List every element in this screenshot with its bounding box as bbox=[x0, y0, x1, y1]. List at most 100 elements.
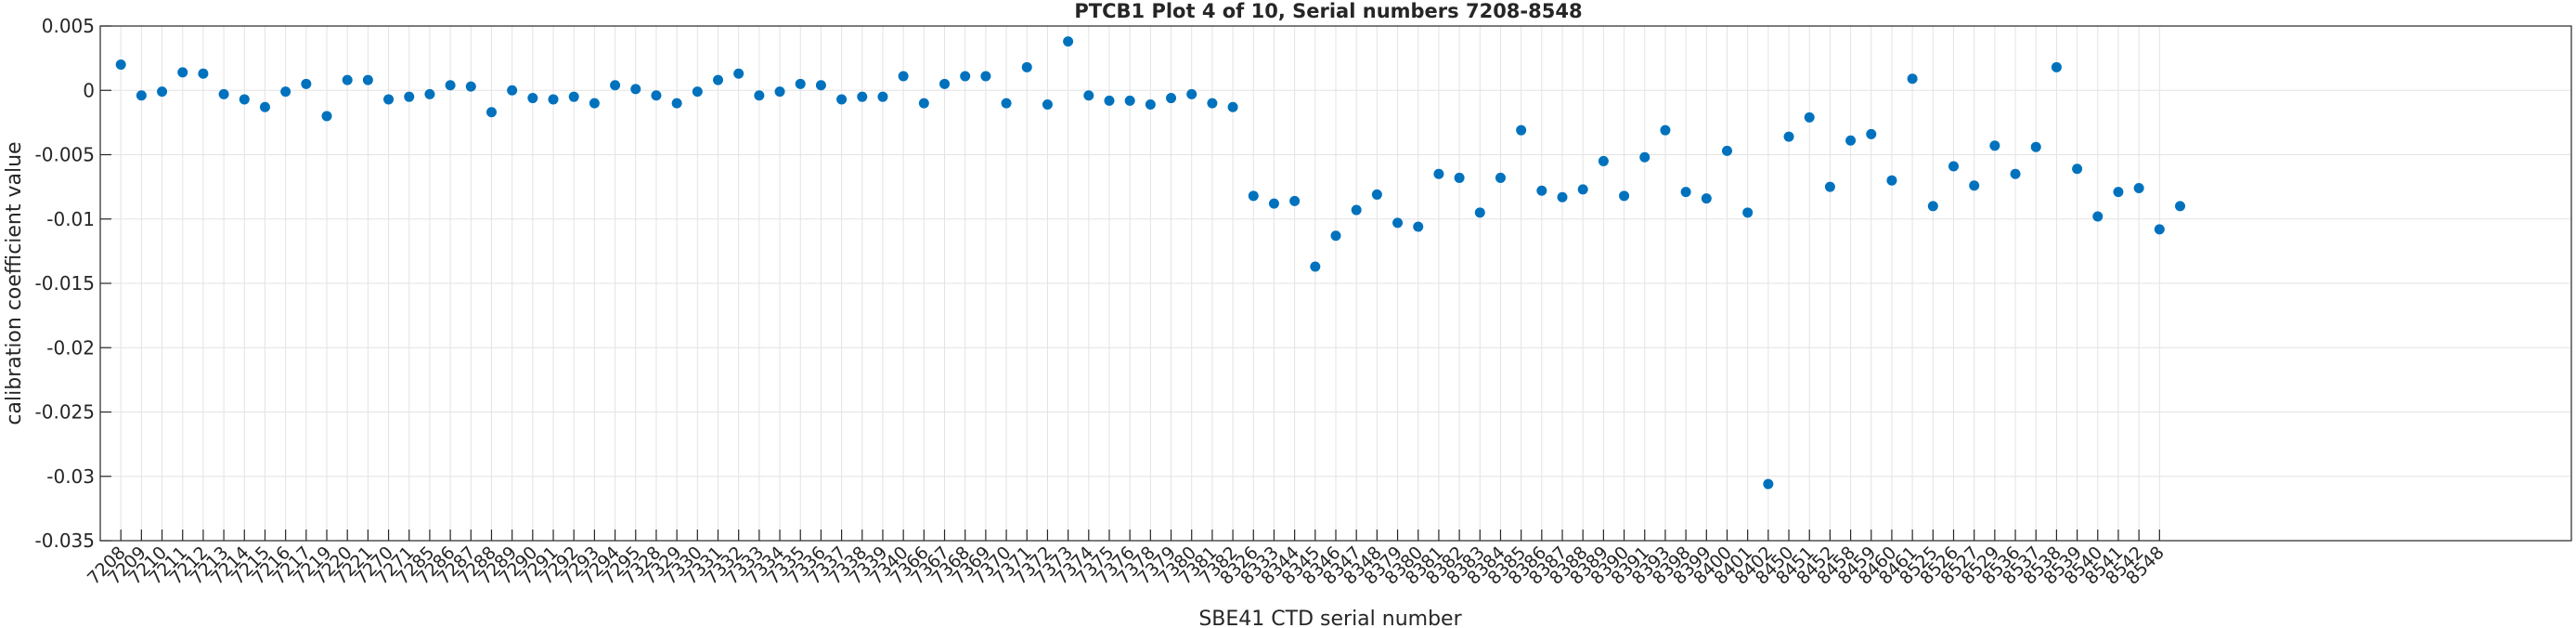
data-point bbox=[1948, 161, 1959, 172]
data-point bbox=[1166, 93, 1177, 104]
data-point bbox=[1557, 191, 1568, 203]
data-point bbox=[1454, 172, 1465, 183]
data-point bbox=[1804, 111, 1815, 123]
data-point bbox=[404, 91, 415, 102]
data-point bbox=[362, 74, 373, 85]
data-point bbox=[301, 78, 312, 89]
data-point bbox=[1289, 195, 1301, 206]
y-axis-ticks: 0.005 0 -0.005 -0.01 -0.015 -0.02 -0.025 -0.03 -… bbox=[35, 15, 111, 552]
y-tick-label: -0.005 bbox=[35, 144, 95, 166]
data-point bbox=[774, 86, 785, 98]
data-point bbox=[1248, 190, 1259, 202]
data-point bbox=[1536, 185, 1547, 196]
data-point bbox=[239, 94, 250, 105]
data-point bbox=[1845, 135, 1857, 146]
data-point bbox=[1351, 204, 1362, 216]
data-point bbox=[2072, 164, 2083, 175]
x-axis-label: SBE41 CTD serial number bbox=[1198, 608, 1462, 628]
y-tick-label: -0.02 bbox=[46, 336, 95, 359]
data-point bbox=[1721, 145, 1732, 156]
data-point bbox=[424, 88, 435, 99]
data-point bbox=[1227, 101, 1238, 112]
data-point bbox=[1701, 193, 1712, 204]
data-point bbox=[630, 84, 641, 95]
data-point bbox=[1392, 217, 1404, 229]
data-point bbox=[1186, 88, 1197, 99]
data-point bbox=[568, 91, 579, 102]
data-point bbox=[1639, 151, 1650, 163]
y-tick-label: 0 bbox=[83, 79, 95, 101]
data-point bbox=[177, 67, 188, 78]
data-point bbox=[259, 101, 270, 112]
data-point bbox=[1680, 187, 1691, 198]
y-tick-label: -0.015 bbox=[35, 272, 95, 294]
y-axis-label: calibration coefficient value bbox=[3, 141, 26, 425]
data-point bbox=[733, 68, 744, 79]
data-point bbox=[918, 98, 929, 109]
data-point bbox=[1516, 124, 1527, 136]
data-point bbox=[1063, 36, 1074, 47]
data-points bbox=[115, 36, 2186, 490]
data-point bbox=[2113, 187, 2124, 198]
y-tick-label: -0.035 bbox=[35, 530, 95, 552]
data-point bbox=[136, 90, 147, 101]
data-point bbox=[445, 80, 456, 91]
data-point bbox=[671, 98, 682, 109]
data-point bbox=[1001, 98, 1012, 109]
axes-box bbox=[99, 25, 2572, 542]
data-point bbox=[713, 74, 723, 85]
y-tick-label: -0.025 bbox=[35, 401, 95, 424]
data-point bbox=[1763, 478, 1774, 490]
data-point bbox=[2175, 201, 2186, 212]
data-point bbox=[1866, 128, 1877, 139]
data-point bbox=[1660, 124, 1671, 136]
data-point bbox=[1021, 61, 1032, 72]
y-tick-label: 0.005 bbox=[42, 15, 95, 37]
data-point bbox=[548, 94, 559, 105]
data-point bbox=[795, 78, 806, 89]
data-point bbox=[877, 91, 888, 102]
data-point bbox=[1927, 201, 1938, 212]
data-point bbox=[2092, 211, 2104, 222]
data-point bbox=[2154, 224, 2165, 235]
data-point bbox=[754, 90, 765, 101]
data-point bbox=[1783, 131, 1794, 142]
data-point bbox=[1577, 184, 1588, 195]
data-point bbox=[198, 68, 209, 79]
data-point bbox=[157, 86, 168, 98]
data-point bbox=[1207, 98, 1218, 109]
data-point bbox=[218, 88, 229, 99]
data-point bbox=[1989, 140, 2000, 151]
data-point bbox=[1474, 207, 1485, 218]
data-point bbox=[1886, 175, 1897, 186]
y-tick-label: -0.03 bbox=[46, 465, 95, 488]
data-point bbox=[527, 93, 538, 104]
data-point bbox=[115, 59, 126, 71]
data-point bbox=[1598, 155, 1609, 166]
data-point bbox=[1742, 207, 1754, 218]
data-point bbox=[589, 98, 600, 109]
data-point bbox=[960, 71, 971, 82]
data-point bbox=[1907, 73, 1918, 85]
data-point bbox=[1310, 261, 1321, 272]
data-point bbox=[1145, 98, 1156, 110]
data-point bbox=[1104, 95, 1115, 106]
data-point bbox=[383, 94, 395, 105]
data-point bbox=[1969, 180, 1980, 191]
data-point bbox=[321, 111, 332, 122]
data-point bbox=[342, 74, 353, 85]
data-point bbox=[280, 86, 291, 98]
data-point bbox=[1371, 189, 1382, 200]
data-point bbox=[1824, 181, 1835, 192]
data-point bbox=[1619, 190, 1630, 202]
data-point bbox=[898, 71, 909, 82]
data-point bbox=[836, 94, 848, 105]
data-point bbox=[485, 107, 497, 118]
data-point bbox=[980, 71, 991, 82]
data-point bbox=[2030, 141, 2041, 152]
data-point bbox=[2010, 168, 2021, 179]
data-point bbox=[2133, 183, 2144, 194]
data-point bbox=[1042, 98, 1053, 110]
